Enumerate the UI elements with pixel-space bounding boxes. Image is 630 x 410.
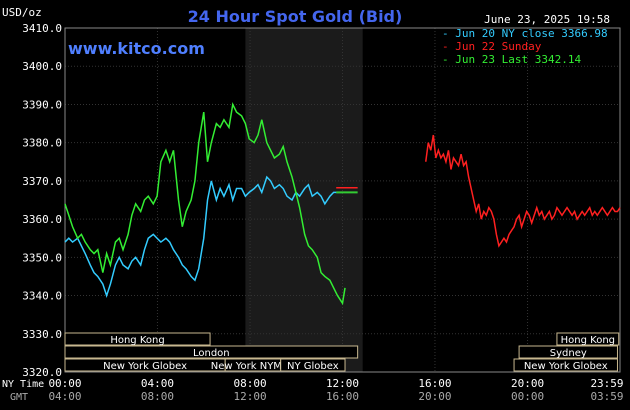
series-line [64,102,346,306]
gmt-tick: 20:00 [418,390,451,403]
y-tick-label: 3340.0 [22,290,62,303]
legend-entry: - Jun 23 Last 3342.14 [442,53,581,66]
y-tick-label: 3380.0 [22,137,62,150]
y-tick-label: 3320.0 [22,366,62,379]
legend-entry: - Jun 22 Sunday [442,40,542,53]
market-session: Hong Kong [64,332,211,346]
y-tick-label: 3370.0 [22,175,62,188]
website-label: www.kitco.com [68,39,205,58]
gmt-tick: 04:00 [48,390,81,403]
market-session: NY Globex [280,358,346,372]
market-session-label: New York Globex [103,361,187,372]
legend: - Jun 20 NY close 3366.98- Jun 22 Sunday… [442,27,608,66]
legend-label: - Jun 23 Last 3342.14 [442,53,581,66]
gmt-label: GMT [10,392,28,403]
market-session: New York Globex [64,358,226,372]
market-sessions: Hong Kong London New York Globex New York N… [64,332,620,372]
gmt-tick: 08:00 [141,390,174,403]
market-session: Hong Kong [556,332,620,346]
chart-title: 24 Hour Spot Gold (Bid) [188,7,403,26]
gmt-tick: 00:00 [511,390,544,403]
ny-time-tick: 04:00 [141,377,174,390]
y-tick-label: 3410.0 [22,22,62,35]
timestamp-label: June 23, 2025 19:58 [484,13,610,26]
market-session-label: New York NYMEX [211,361,296,372]
legend-entry: - Jun 20 NY close 3366.98 [442,27,608,40]
legend-label: - Jun 20 NY close 3366.98 [442,27,608,40]
market-session-label: London [193,348,230,359]
ny-time-tick: 23:59 [590,377,623,390]
gmt-tick: 03:59 [590,390,623,403]
y-tick-label: 3360.0 [22,213,62,226]
ny-time-tick: 12:00 [326,377,359,390]
market-session-bar [64,345,359,359]
legend-label: - Jun 22 Sunday [442,40,542,53]
market-session-bar [280,358,346,372]
plot-frame [64,27,621,373]
y-tick-label: 3350.0 [22,251,62,264]
ny-time-tick: 16:00 [418,377,451,390]
market-session-label: Hong Kong [110,335,164,346]
market-session-bar [556,332,620,346]
market-session-label: New York Globex [524,361,608,372]
market-session-label: NY Globex [287,361,339,372]
ny-time-tick: 20:00 [511,377,544,390]
ny-time-tick: 08:00 [233,377,266,390]
gmt-tick: 12:00 [233,390,266,403]
y-tick-label: 3390.0 [22,98,62,111]
market-session-label: Hong Kong [561,335,615,346]
ny-time-tick: 00:00 [48,377,81,390]
market-session-bar [64,332,211,346]
nymex-session-shade [245,28,363,372]
market-session-bar [513,358,618,372]
x-axis-ticks: 00:00 04:00 08:00 12:00 16:00 20:00 23:5904:00… [48,377,623,403]
market-session-label: Sydney [550,348,587,359]
market-session: New York Globex [513,358,618,372]
price-series [64,102,621,306]
y-tick-label: 3330.0 [22,328,62,341]
y-unit-label: USD/oz [2,6,42,19]
market-session: London [64,345,359,359]
series-line [425,134,621,248]
gmt-tick: 16:00 [326,390,359,403]
y-axis-ticks: 3410.0 3400.0 3390.0 3380.0 3370.0 3360.0 3350… [22,22,62,379]
y-tick-label: 3400.0 [22,60,62,73]
market-session: Sydney [518,345,618,359]
ny-time-label: NY Time [2,379,44,390]
market-session-bar [518,345,618,359]
